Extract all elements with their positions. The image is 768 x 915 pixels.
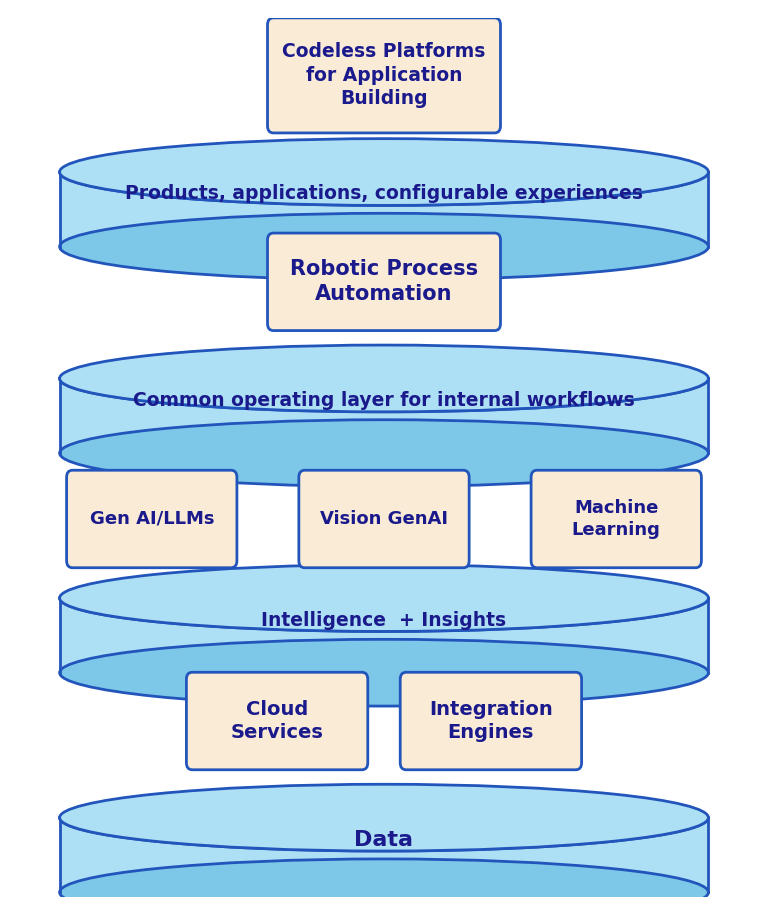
Ellipse shape — [60, 345, 708, 412]
Polygon shape — [60, 172, 708, 247]
Text: Integration
Engines: Integration Engines — [429, 700, 553, 742]
Polygon shape — [60, 598, 708, 673]
Text: Vision GenAI: Vision GenAI — [320, 510, 448, 528]
Ellipse shape — [60, 213, 708, 280]
Text: Common operating layer for internal workflows: Common operating layer for internal work… — [133, 391, 635, 410]
Text: Intelligence  + Insights: Intelligence + Insights — [261, 610, 507, 630]
Polygon shape — [60, 818, 708, 915]
FancyBboxPatch shape — [400, 673, 581, 770]
FancyBboxPatch shape — [299, 470, 469, 567]
Text: Gen AI/LLMs: Gen AI/LLMs — [90, 510, 214, 528]
FancyBboxPatch shape — [187, 673, 368, 770]
Ellipse shape — [60, 784, 708, 851]
FancyBboxPatch shape — [531, 470, 701, 567]
Ellipse shape — [60, 565, 708, 631]
FancyBboxPatch shape — [267, 233, 501, 330]
FancyBboxPatch shape — [267, 18, 501, 133]
Ellipse shape — [60, 640, 708, 706]
Text: Cloud
Services: Cloud Services — [230, 700, 323, 742]
Ellipse shape — [60, 859, 708, 915]
Polygon shape — [60, 818, 708, 892]
Ellipse shape — [60, 139, 708, 205]
FancyBboxPatch shape — [67, 470, 237, 567]
Polygon shape — [60, 379, 708, 487]
Ellipse shape — [60, 420, 708, 487]
Polygon shape — [60, 379, 708, 453]
Text: Products, applications, configurable experiences: Products, applications, configurable exp… — [125, 185, 643, 203]
Text: Codeless Platforms
for Application
Building: Codeless Platforms for Application Build… — [283, 42, 485, 108]
Polygon shape — [60, 172, 708, 280]
Polygon shape — [60, 598, 708, 706]
Text: Robotic Process
Automation: Robotic Process Automation — [290, 260, 478, 304]
Text: Machine
Learning: Machine Learning — [572, 499, 660, 539]
Text: Data: Data — [355, 830, 413, 850]
